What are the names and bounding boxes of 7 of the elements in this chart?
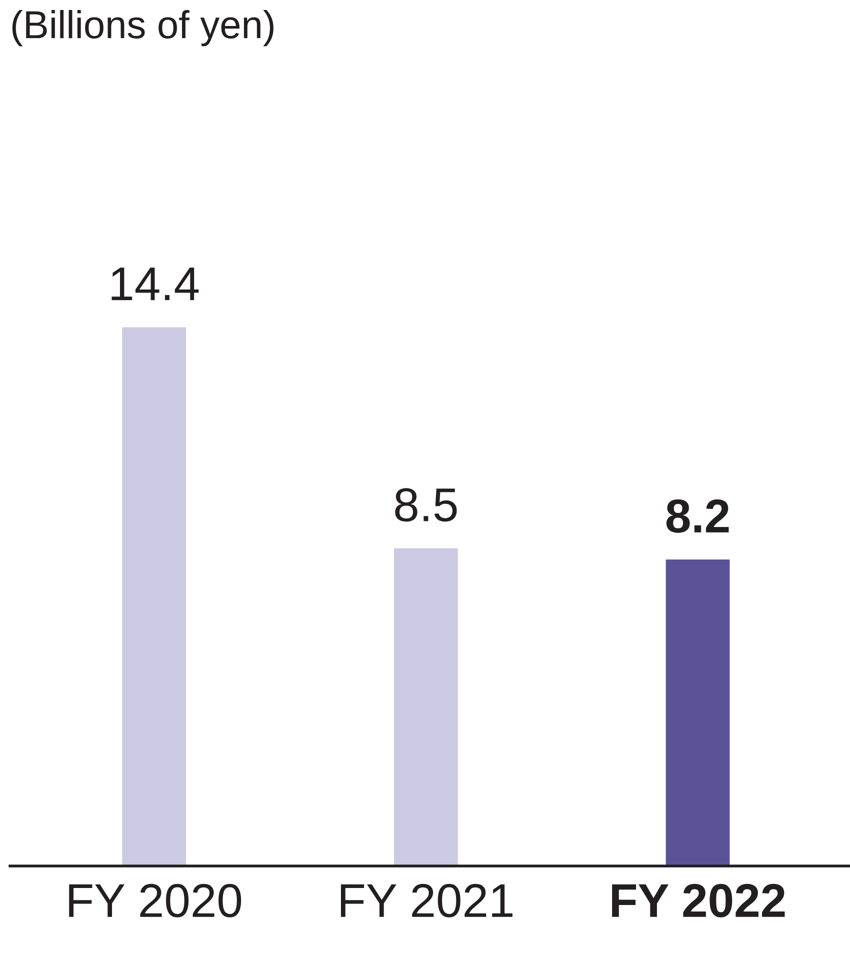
x-tick-label: FY 2022 xyxy=(612,884,785,918)
x-tick-label: FY 2021 xyxy=(340,884,512,918)
x-tick-label: FY 2020 xyxy=(69,884,242,918)
data-label: 8.2 xyxy=(666,499,729,533)
data-label: 8.5 xyxy=(395,488,457,522)
data-label: 14.4 xyxy=(112,268,199,300)
text: (Billions of yen) xyxy=(12,10,274,46)
